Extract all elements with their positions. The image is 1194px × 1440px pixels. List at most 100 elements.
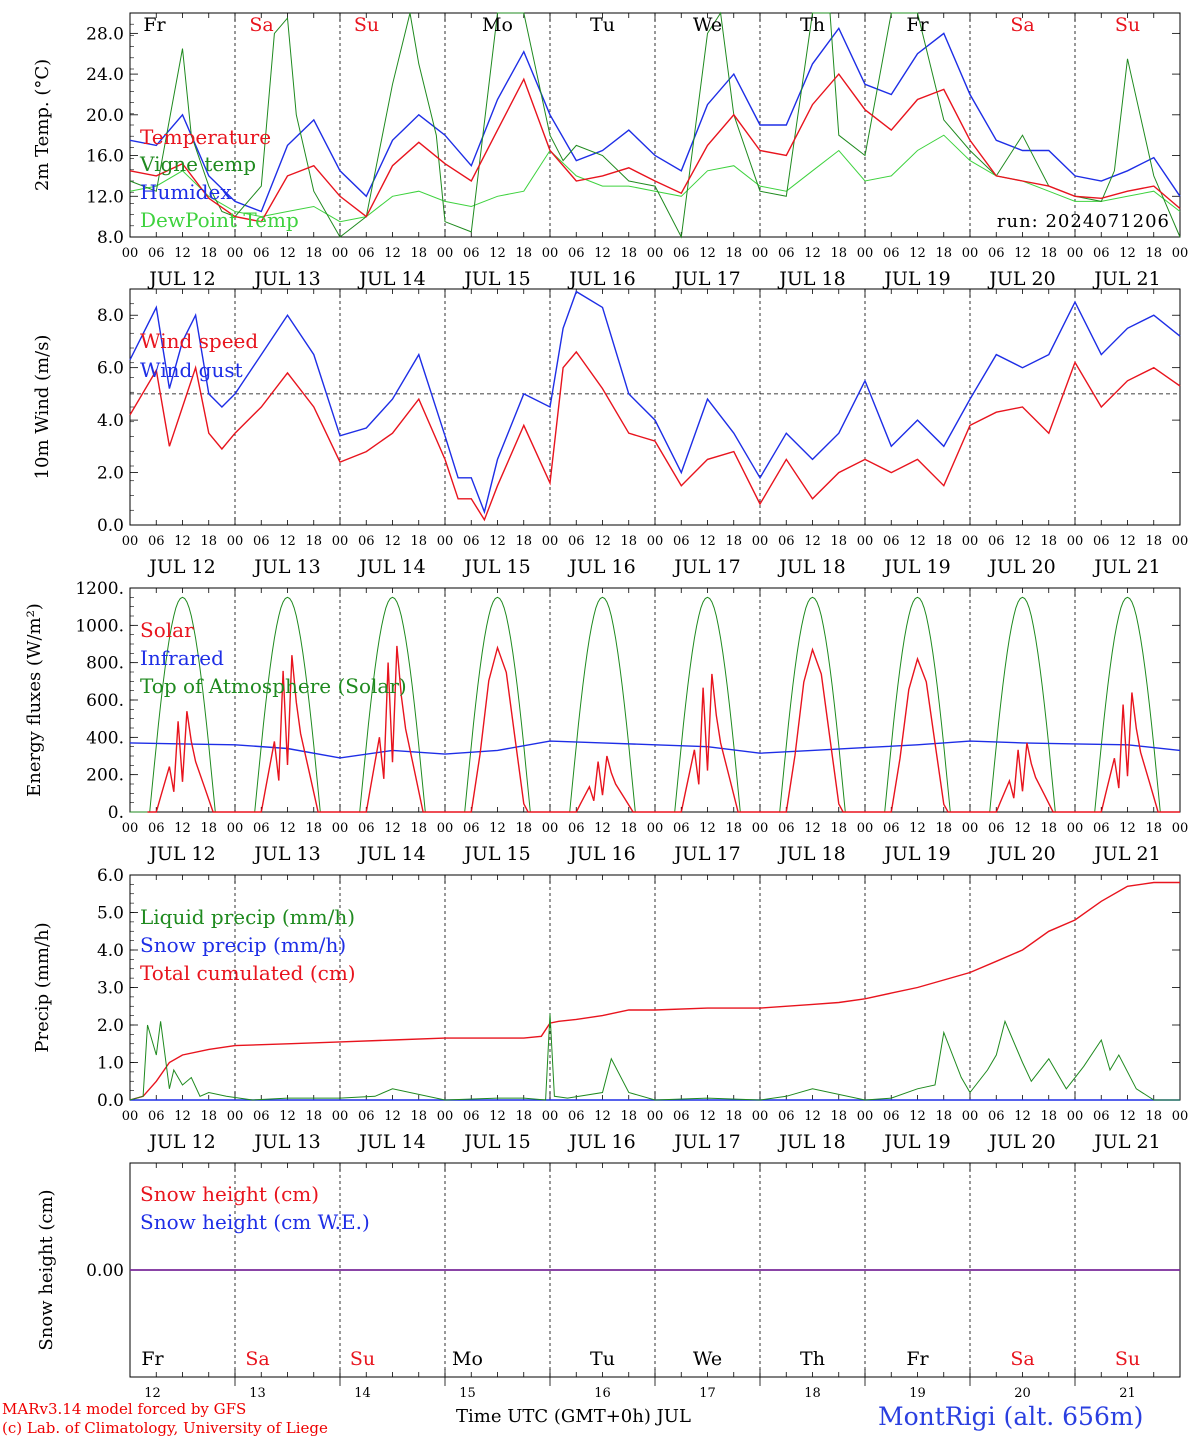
x-hour-label: 00: [542, 534, 559, 549]
weekday-label: Mo: [452, 1348, 483, 1370]
x-hour-label: 00: [227, 246, 244, 261]
day-number-label: 16: [594, 1386, 611, 1401]
x-hour-label: 12: [804, 534, 821, 549]
y-tick-label: 1.0: [97, 1054, 124, 1074]
x-hour-label: 12: [699, 534, 716, 549]
x-hour-label: 18: [935, 534, 952, 549]
y-axis-label: 10m Wind (m/s): [32, 335, 53, 480]
series-line-vigne-temp: [129, 11, 1181, 239]
x-hour-label: 12: [1014, 1109, 1031, 1124]
x-date-label: JUL 15: [462, 843, 530, 865]
x-hour-label: 18: [620, 534, 637, 549]
x-date-label: JUL 12: [147, 843, 215, 865]
x-hour-label: 12: [1119, 246, 1136, 261]
x-date-label: JUL 16: [567, 268, 635, 290]
x-date-label: JUL 14: [357, 556, 425, 578]
x-hour-label: 06: [1093, 246, 1110, 261]
x-hour-label: 18: [515, 246, 532, 261]
x-hour-label: 12: [174, 821, 191, 836]
x-hour-label: 18: [305, 1109, 322, 1124]
weekday-label: Mo: [482, 14, 513, 36]
day-number-label: 20: [1014, 1386, 1031, 1401]
x-hour-label: 06: [673, 821, 690, 836]
x-hour-label: 12: [909, 246, 926, 261]
x-hour-label: 06: [883, 1109, 900, 1124]
x-hour-label: 00: [1172, 821, 1189, 836]
x-hour-label: 06: [988, 246, 1005, 261]
y-axis-label: 2m Temp. (°C): [32, 59, 53, 191]
legend-entry: Infrared: [140, 646, 224, 670]
legend-entry: Wind speed: [140, 329, 258, 353]
legend-entry: Temperature: [140, 125, 271, 149]
x-hour-label: 18: [200, 534, 217, 549]
x-hour-label: 12: [594, 246, 611, 261]
x-date-label: JUL 15: [462, 268, 530, 290]
x-hour-label: 00: [857, 1109, 874, 1124]
x-hour-label: 06: [1093, 1109, 1110, 1124]
x-hour-label: 06: [673, 534, 690, 549]
y-tick-label: 8.0: [97, 228, 124, 248]
x-hour-label: 12: [489, 246, 506, 261]
x-hour-label: 06: [673, 1109, 690, 1124]
weekday-label: Fr: [906, 14, 929, 36]
x-hour-label: 00: [1067, 821, 1084, 836]
x-hour-label: 06: [883, 246, 900, 261]
weekday-label: Fr: [141, 1348, 164, 1370]
x-hour-label: 18: [935, 821, 952, 836]
x-hour-label: 06: [988, 534, 1005, 549]
x-hour-label: 18: [1040, 821, 1057, 836]
x-hour-label: 18: [725, 534, 742, 549]
x-hour-label: 00: [1172, 246, 1189, 261]
x-hour-label: 12: [1014, 821, 1031, 836]
x-hour-label: 12: [1014, 534, 1031, 549]
x-hour-label: 12: [279, 1109, 296, 1124]
x-hour-label: 12: [384, 821, 401, 836]
x-hour-label: 12: [909, 534, 926, 549]
x-hour-label: 00: [857, 821, 874, 836]
x-hour-label: 06: [988, 1109, 1005, 1124]
x-hour-label: 00: [437, 534, 454, 549]
station-name: MontRigi (alt. 656m): [878, 1402, 1144, 1431]
y-tick-label: 16.0: [86, 147, 124, 167]
x-hour-label: 12: [384, 1109, 401, 1124]
x-hour-label: 06: [358, 1109, 375, 1124]
x-hour-label: 12: [804, 821, 821, 836]
x-hour-label: 00: [122, 821, 139, 836]
x-hour-label: 00: [332, 246, 349, 261]
x-hour-label: 18: [515, 534, 532, 549]
x-hour-label: 06: [883, 821, 900, 836]
x-hour-label: 00: [542, 246, 559, 261]
x-hour-label: 00: [647, 1109, 664, 1124]
x-date-label: JUL 13: [252, 556, 320, 578]
weekday-label: We: [693, 1348, 722, 1370]
x-hour-label: 00: [962, 1109, 979, 1124]
series-line-liquid-precip-mm-h-: [129, 1013, 1180, 1101]
y-tick-label: 3.0: [97, 979, 124, 999]
x-hour-label: 12: [699, 246, 716, 261]
x-hour-label: 00: [332, 1109, 349, 1124]
x-hour-label: 12: [1119, 821, 1136, 836]
x-hour-label: 12: [174, 246, 191, 261]
x-date-label: JUL 18: [777, 556, 845, 578]
x-date-label: JUL 12: [147, 268, 215, 290]
day-number-label: 13: [249, 1386, 266, 1401]
x-hour-label: 12: [594, 821, 611, 836]
x-hour-label: 00: [962, 821, 979, 836]
x-hour-label: 06: [1093, 534, 1110, 549]
x-hour-label: 18: [1145, 1109, 1162, 1124]
x-date-label: JUL 13: [252, 268, 320, 290]
y-tick-label: 600.: [86, 691, 124, 711]
day-number-label: 15: [459, 1386, 476, 1401]
x-hour-label: 06: [148, 1109, 165, 1124]
x-hour-label: 06: [148, 534, 165, 549]
y-axis-label: Energy fluxes (W/m²): [24, 603, 45, 797]
x-hour-label: 00: [752, 1109, 769, 1124]
y-tick-label: 5.0: [97, 904, 124, 924]
series-line-solar: [147, 645, 1180, 813]
x-hour-label: 06: [778, 246, 795, 261]
x-hour-label: 12: [174, 534, 191, 549]
x-date-label: JUL 17: [672, 843, 740, 865]
x-date-label: JUL 17: [672, 556, 740, 578]
y-tick-label: 6.0: [97, 866, 124, 886]
